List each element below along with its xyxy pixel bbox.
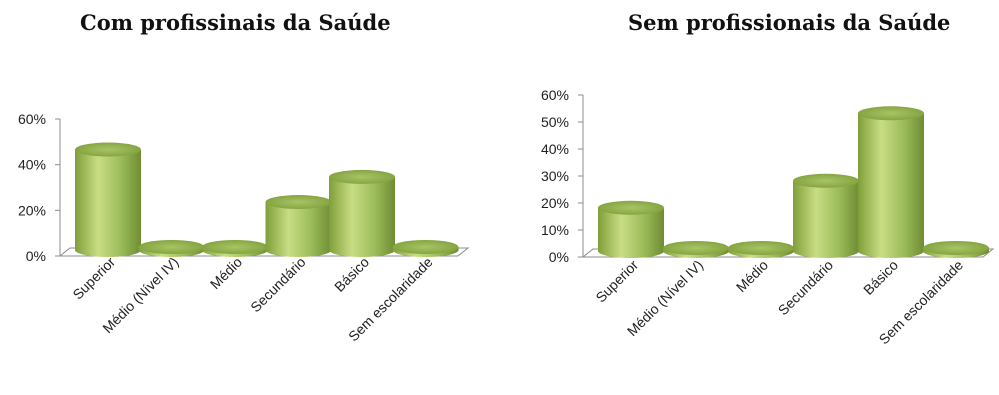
bar [75,142,141,257]
x-tick-label: Básico [860,257,901,298]
bar-body [329,176,395,257]
x-tick-label: Médio [207,254,245,292]
x-tick-label: Médio [733,257,771,295]
bar-cap [598,200,664,215]
bar-cap [265,195,332,210]
bar-cap [75,142,141,157]
x-tick-label: Básico [331,254,372,295]
y-tick-label: 0% [549,249,569,265]
y-tick-label: 40% [541,141,569,157]
bar-cap [392,240,459,254]
y-tick-label: 30% [541,168,569,184]
bar-body [858,113,924,258]
bar-body [75,149,141,257]
bar-cap [858,106,924,121]
x-tick-label: Secundário [775,257,837,319]
x-tick-label: Secundário [247,254,309,316]
y-tick-label: 60% [18,111,46,127]
bar [728,241,794,258]
bar [329,169,395,257]
bar-body [793,180,859,258]
bar-body [598,207,664,258]
bar [202,240,268,257]
bar-cap [663,241,729,255]
bar-cap [202,240,268,254]
bar-cap [728,241,794,255]
y-tick-label: 20% [541,195,569,211]
bar [663,241,729,258]
bar [138,240,205,257]
chart-title-left: Com profissinais da Saúde [80,10,391,35]
chart-title-right: Sem profissionais da Saúde [628,10,951,35]
bar [392,240,459,257]
x-tick-label: Superior [592,257,641,306]
y-tick-label: 0% [26,248,46,264]
bar-body [265,202,332,257]
bar [858,106,924,258]
y-tick-label: 60% [541,87,569,103]
y-tick-label: 20% [18,202,46,218]
bar [923,241,989,258]
y-tick-label: 10% [541,222,569,238]
bar-cap [793,173,859,188]
bar [598,200,664,258]
bar [793,173,859,258]
bar-cap [923,241,989,255]
bar-cap [138,240,205,254]
y-tick-label: 40% [18,157,46,173]
x-tick-label: Superior [69,254,118,303]
bar-cap [329,169,395,184]
bar [265,195,332,257]
y-tick-label: 50% [541,114,569,130]
